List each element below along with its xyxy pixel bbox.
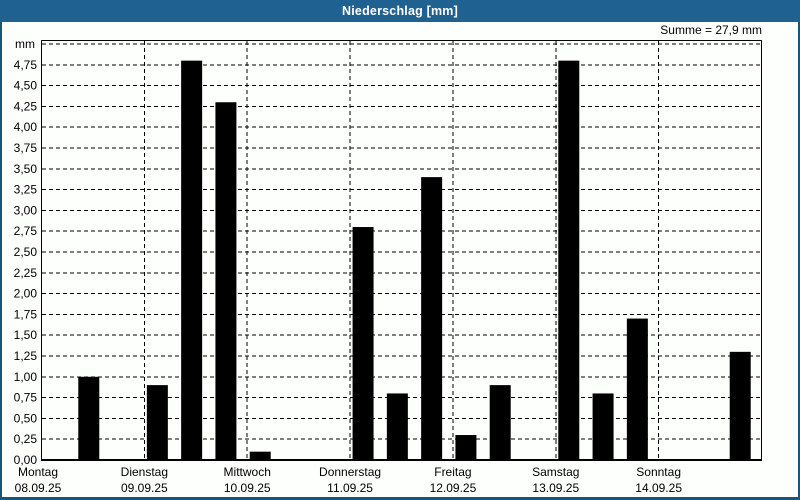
y-axis-tick-label: 0,75 [14,391,38,405]
y-axis-tick-label: 1,25 [14,349,38,363]
bar-montag-slot2 [78,376,100,460]
y-axis-tick-label: 1,50 [14,328,38,342]
bar-samstag-slot2 [592,393,614,460]
y-axis-tick-label: 3,00 [14,203,38,217]
y-axis-tick-label: 4,00 [14,120,38,134]
y-axis-tick-label: 3,25 [14,183,38,197]
y-axis-tick-label: 2,75 [14,224,38,238]
bar-freitag-slot1 [455,435,477,460]
bar-donnerstag-slot3 [421,177,443,460]
bar-freitag-slot2 [489,385,511,460]
title-bar: Niederschlag [mm] [0,0,800,22]
bar-donnerstag-slot1 [352,227,374,460]
y-axis-tick-label: 1,00 [14,370,38,384]
bar-samstag-slot3 [626,318,648,460]
y-axis-tick-label: 4,50 [14,79,38,93]
x-axis-date-label: 12.09.25 [430,481,477,495]
sum-label: Summe = 27,9 mm [660,23,762,37]
y-axis-tick-label: 1,75 [14,307,38,321]
x-axis-day-label: Freitag [434,465,471,479]
x-axis-date-label: 13.09.25 [532,481,579,495]
x-axis-day-label: Samstag [532,465,579,479]
y-axis-tick-label: 0,00 [14,453,38,467]
x-axis-day-label: Dienstag [121,465,168,479]
x-axis-day-label: Mittwoch [224,465,271,479]
bar-mittwoch-slot1 [249,451,271,460]
x-axis-date-label: 14.09.25 [635,481,682,495]
y-axis-tick-label: 3,50 [14,162,38,176]
y-axis-tick-label: 4,75 [14,58,38,72]
bar-samstag-slot1 [558,60,580,460]
window-title: Niederschlag [mm] [342,4,458,18]
y-axis-tick-label: 4,25 [14,99,38,113]
bar-donnerstag-slot2 [386,393,408,460]
bar-dienstag-slot3 [215,102,237,461]
x-axis-day-label: Donnerstag [319,465,381,479]
x-axis-day-label: Montag [18,465,58,479]
y-axis-tick-label: 0,50 [14,411,38,425]
y-axis-tick-label: 2,25 [14,266,38,280]
x-axis-date-label: 10.09.25 [224,481,271,495]
x-axis-date-label: 08.09.25 [15,481,62,495]
y-axis-tick-label: 2,00 [14,287,38,301]
x-axis-day-label: Sonntag [636,465,681,479]
y-axis-unit-label: mm [15,37,35,51]
y-axis-tick-label: 2,50 [14,245,38,259]
x-axis-date-label: 11.09.25 [327,481,373,495]
x-axis-date-label: 09.09.25 [121,481,168,495]
bar-sonntag-slot3 [729,351,751,460]
bar-dienstag-slot2 [181,60,203,460]
y-axis-tick-label: 3,75 [14,141,38,155]
y-axis-tick-label: 0,25 [14,432,38,446]
bar-dienstag-slot1 [146,385,168,460]
